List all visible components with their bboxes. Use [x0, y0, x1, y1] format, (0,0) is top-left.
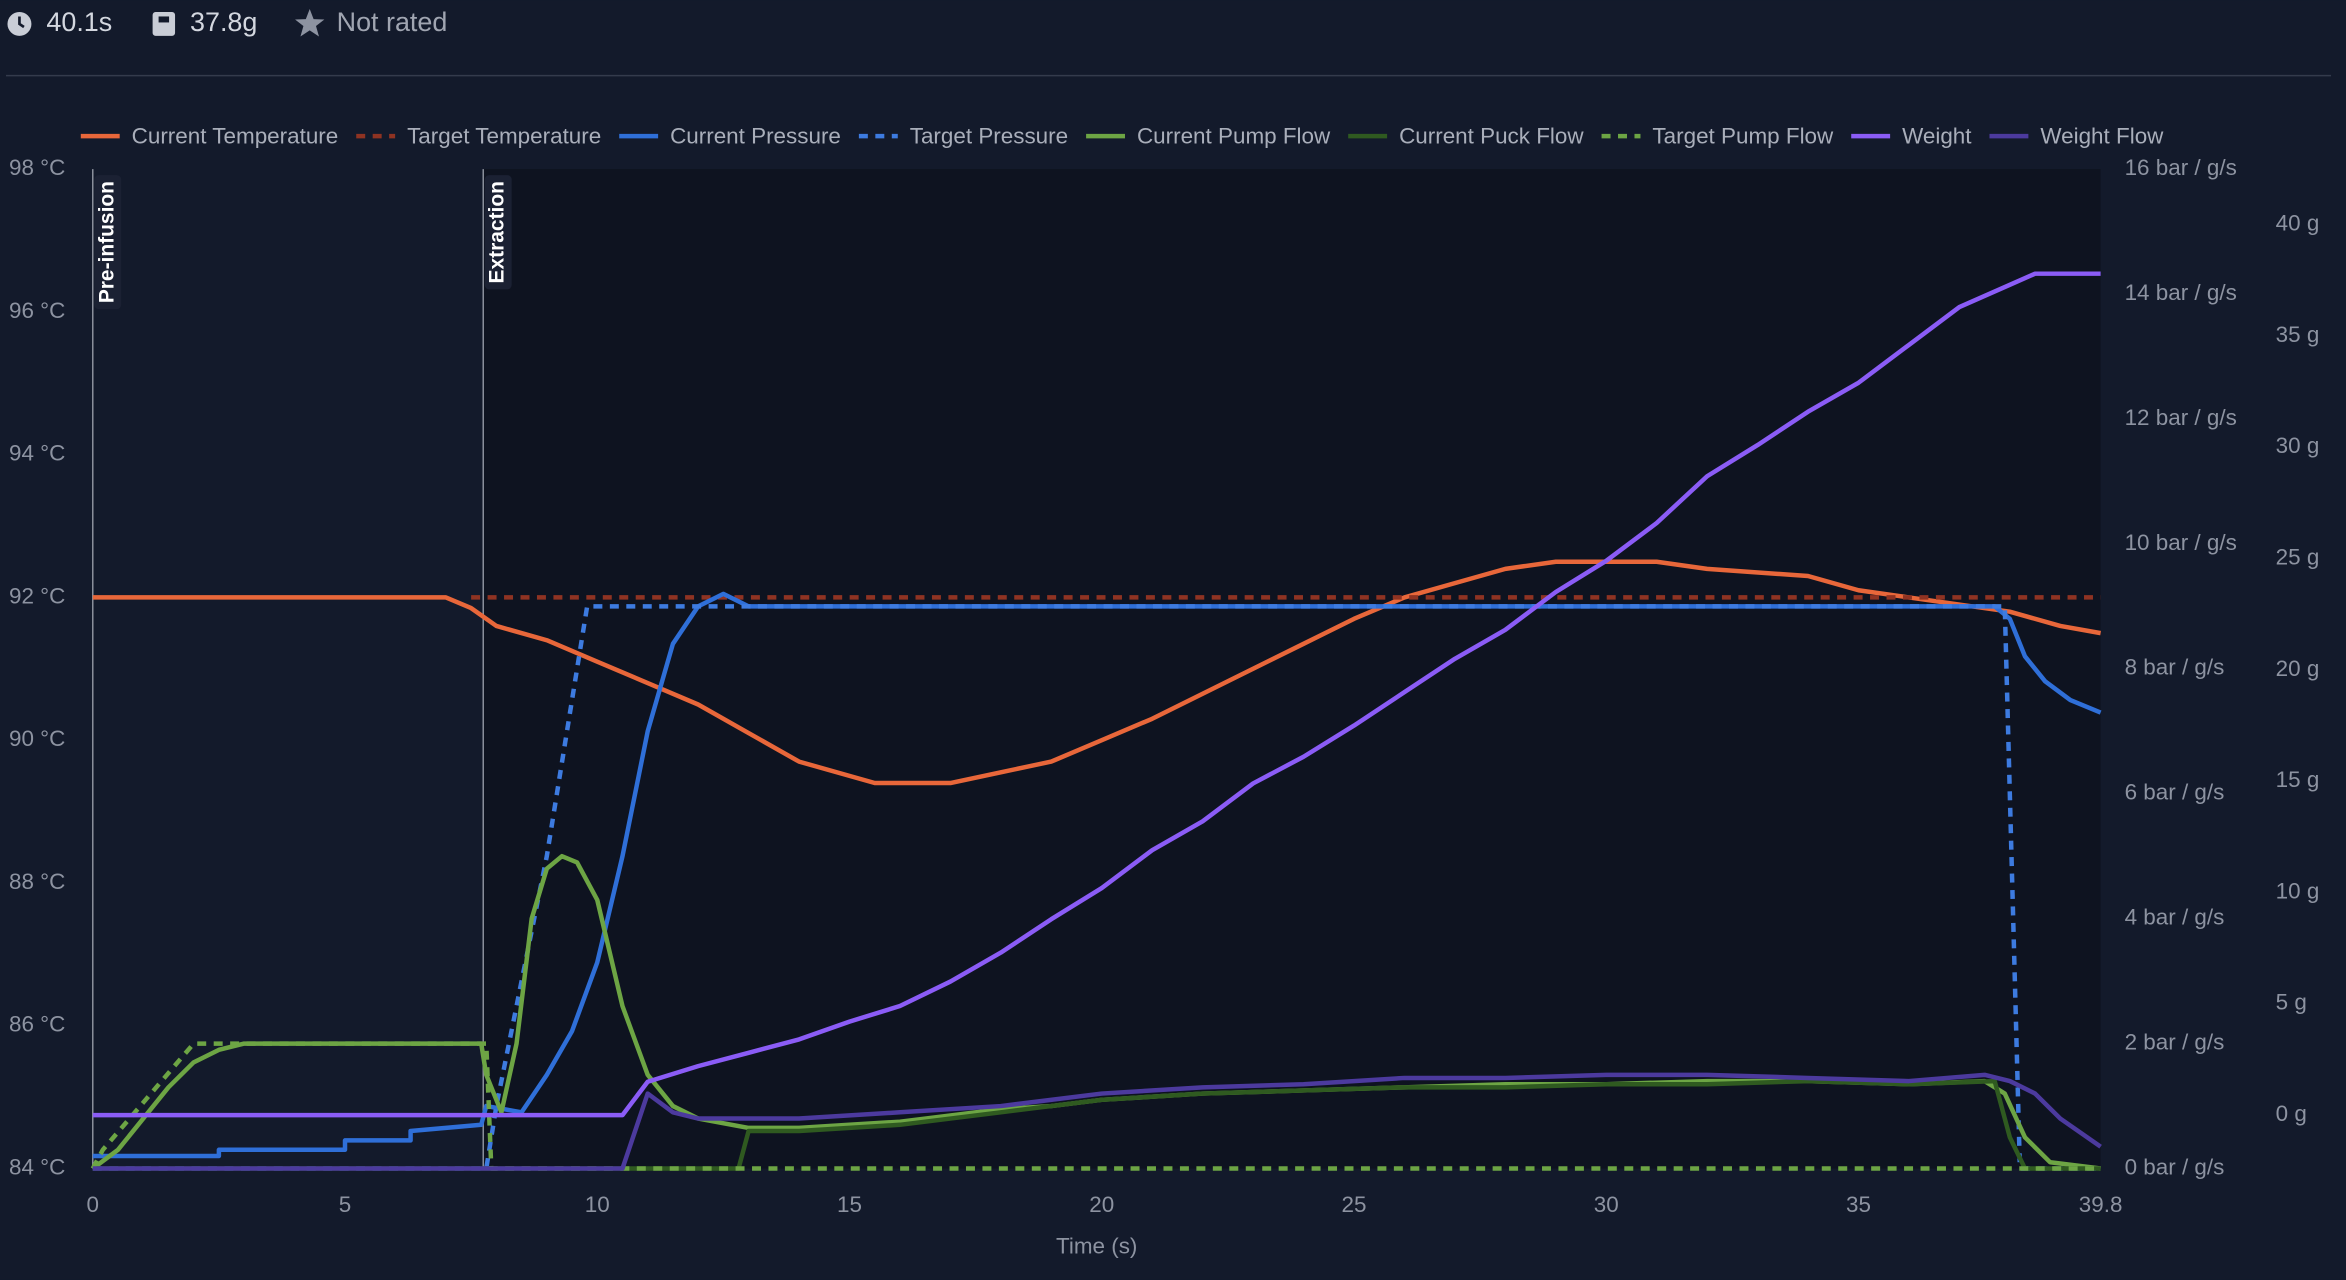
phase-shade [483, 169, 2101, 1169]
y2-tick-label: 6 bar / g/s [2125, 780, 2225, 805]
legend-label: Target Pressure [910, 124, 1068, 149]
y3-tick-label: 35 g [2276, 322, 2320, 347]
x-tick-label: 25 [1342, 1192, 1367, 1217]
y3-tick-label: 10 g [2276, 878, 2320, 903]
y-tick-label: 96 °C [9, 298, 65, 323]
legend-label: Current Temperature [132, 124, 339, 149]
weight-icon-detail [158, 16, 170, 23]
legend-label: Weight Flow [2040, 124, 2164, 149]
legend-label: Target Pump Flow [1652, 124, 1834, 149]
phase-label-group: Pre-infusion [94, 175, 122, 310]
series-line [92, 1078, 2101, 1171]
x-tick-label: 35 [1846, 1192, 1871, 1217]
legend-label: Current Puck Flow [1399, 124, 1584, 149]
legend-label: Target Temperature [407, 124, 601, 149]
phase-label: Extraction [486, 181, 509, 283]
y3-tick-label: 25 g [2276, 545, 2320, 570]
x-tick-label: 15 [837, 1192, 862, 1217]
y2-tick-label: 12 bar / g/s [2125, 405, 2237, 430]
phase-label-bg [484, 175, 512, 290]
legend-label: Current Pump Flow [1137, 124, 1331, 149]
y3-tick-label: 40 g [2276, 211, 2320, 236]
y3-tick-label: 0 g [2276, 1101, 2307, 1126]
y2-tick-label: 0 bar / g/s [2125, 1154, 2225, 1179]
y-tick-label: 98 °C [9, 155, 65, 180]
phase-label: Pre-infusion [95, 181, 118, 303]
y-tick-label: 92 °C [9, 583, 65, 608]
y3-tick-label: 30 g [2276, 433, 2320, 458]
phase-label-bg [94, 175, 122, 310]
shot-weight: 37.8g [190, 7, 257, 37]
y2-tick-label: 2 bar / g/s [2125, 1030, 2225, 1055]
phase-label-group: Extraction [484, 175, 512, 290]
y-tick-label: 90 °C [9, 726, 65, 751]
y2-tick-label: 10 bar / g/s [2125, 530, 2237, 555]
y3-tick-label: 5 g [2276, 990, 2307, 1015]
clock-hand [18, 16, 25, 29]
series-line [92, 271, 2101, 1118]
legend-label: Current Pressure [670, 124, 841, 149]
x-tick-label: 5 [339, 1192, 351, 1217]
y2-tick-label: 8 bar / g/s [2125, 655, 2225, 680]
y3-tick-label: 15 g [2276, 767, 2320, 792]
legend-label: Weight [1902, 124, 1972, 149]
x-tick-label: 10 [585, 1192, 610, 1217]
series-line [92, 604, 2101, 1171]
x-axis-label: Time (s) [1056, 1234, 1137, 1259]
series-line [92, 1072, 2102, 1171]
header: 40.1s 37.8g Not rated [5, 7, 2332, 77]
series-line [92, 591, 2102, 1159]
y-tick-label: 88 °C [9, 869, 65, 894]
shot-time: 40.1s [46, 7, 112, 37]
y2-tick-label: 14 bar / g/s [2125, 280, 2237, 305]
x-tick-label: 39.8 [2079, 1192, 2123, 1217]
y3-tick-label: 20 g [2276, 656, 2320, 681]
y-tick-label: 86 °C [9, 1012, 65, 1037]
x-tick-label: 30 [1594, 1192, 1619, 1217]
y2-tick-label: 16 bar / g/s [2125, 155, 2237, 180]
series-line [92, 559, 2102, 786]
x-tick-label: 0 [87, 1192, 99, 1217]
y2-tick-label: 4 bar / g/s [2125, 905, 2225, 930]
star-icon [295, 8, 325, 37]
y-tick-label: 94 °C [9, 441, 65, 466]
series-line [90, 1041, 2101, 1171]
y-tick-label: 84 °C [9, 1154, 65, 1179]
weight-icon [152, 11, 176, 36]
x-tick-label: 20 [1089, 1192, 1114, 1217]
rating: Not rated [337, 7, 448, 37]
